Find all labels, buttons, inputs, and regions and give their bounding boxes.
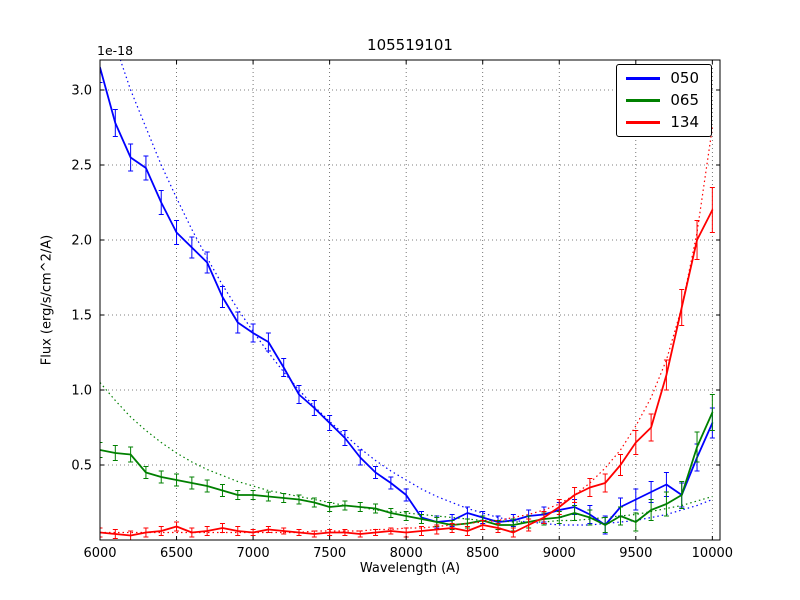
legend-entry-050: 050 <box>626 71 699 86</box>
svg-text:8000: 8000 <box>390 546 423 561</box>
svg-text:2.0: 2.0 <box>71 234 92 249</box>
legend-line-134-icon <box>626 121 661 124</box>
svg-text:2.5: 2.5 <box>71 159 92 174</box>
svg-text:0.5: 0.5 <box>71 459 92 474</box>
y-axis-label: Flux (erg/s/cm^2/A) <box>39 234 55 366</box>
chart-title: 105519101 <box>367 36 453 54</box>
legend-label-134: 134 <box>670 113 699 131</box>
svg-text:7500: 7500 <box>313 546 346 561</box>
svg-text:6500: 6500 <box>160 546 193 561</box>
svg-text:8500: 8500 <box>466 546 499 561</box>
x-axis-label: Wavelength (A) <box>359 561 461 576</box>
svg-text:9500: 9500 <box>619 546 652 561</box>
legend-entry-134: 134 <box>626 115 699 130</box>
legend-entry-065: 065 <box>626 93 699 108</box>
svg-text:7000: 7000 <box>237 546 270 561</box>
svg-text:1.0: 1.0 <box>71 384 92 399</box>
legend-line-065-icon <box>626 99 661 102</box>
legend-label-050: 050 <box>670 69 699 87</box>
svg-text:3.0: 3.0 <box>71 84 92 99</box>
svg-text:6000: 6000 <box>83 546 116 561</box>
svg-text:10000: 10000 <box>692 546 733 561</box>
legend-label-065: 065 <box>670 91 699 109</box>
svg-text:1.5: 1.5 <box>71 309 92 324</box>
y-axis-offset-label: 1e-18 <box>97 43 134 58</box>
legend-line-050-icon <box>626 77 661 80</box>
svg-text:9000: 9000 <box>543 546 576 561</box>
legend: 050 065 134 <box>616 64 712 137</box>
